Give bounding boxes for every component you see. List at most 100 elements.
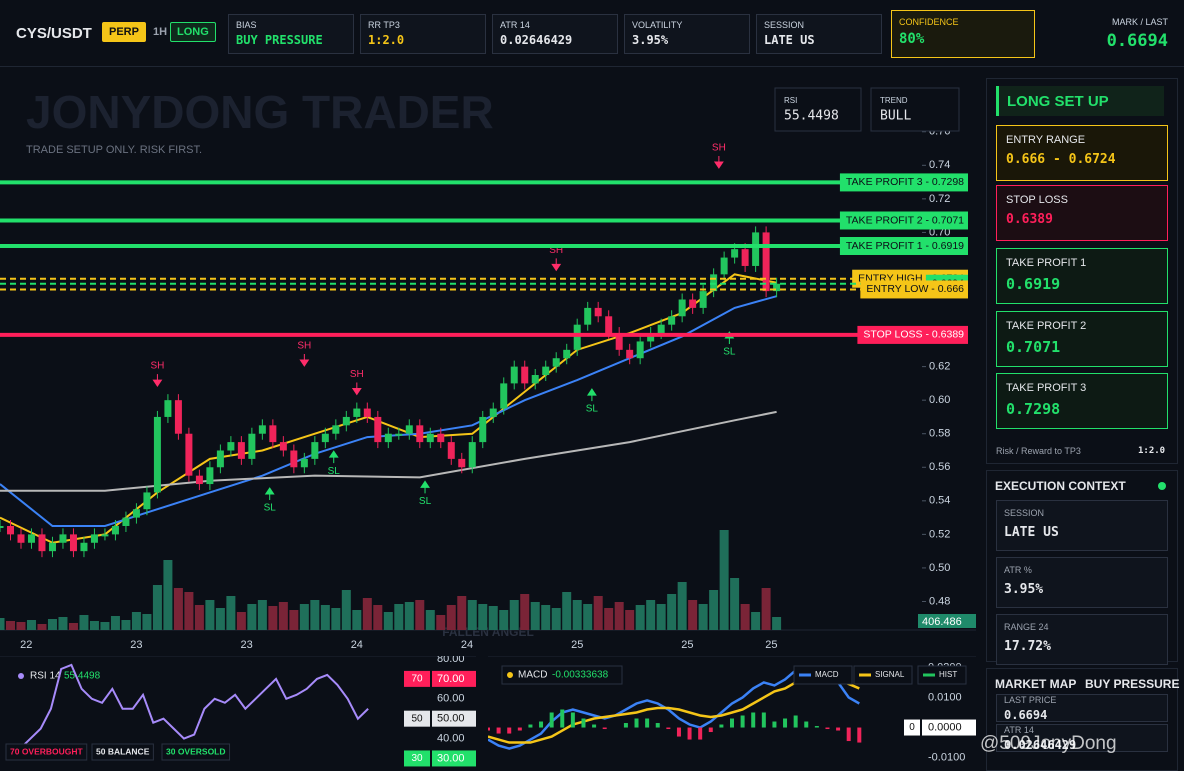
y-tick-label: 80.00 — [437, 656, 465, 665]
info-value: 55.4498 — [784, 109, 839, 124]
candle — [300, 458, 308, 468]
hist-bar — [539, 721, 544, 728]
marker-label: SL — [264, 503, 277, 514]
map-state: BUY PRESSURE — [1085, 677, 1180, 691]
volume-bar — [436, 615, 446, 630]
hist-bar — [496, 727, 501, 734]
volume-bar — [226, 596, 236, 630]
y-tick-label: 0.74 — [929, 159, 950, 171]
volume-bar — [131, 612, 141, 630]
volume-badge — [918, 614, 976, 628]
candle — [626, 349, 634, 359]
setup-panel — [986, 78, 1178, 464]
candle — [101, 534, 109, 537]
hist-bar — [623, 723, 628, 728]
volume-bar — [709, 590, 719, 630]
legend-item: 30 OVERSOLD — [166, 746, 226, 756]
candle — [59, 534, 67, 543]
hist-bar — [517, 727, 522, 731]
stat-box — [228, 14, 354, 54]
status-dot — [1158, 482, 1166, 490]
context-box — [996, 557, 1168, 608]
level-label: TAKE PROFIT 3 - 0.7298 — [846, 176, 964, 188]
volume-bar — [26, 620, 36, 630]
volume-bar — [425, 610, 435, 630]
info-label: TREND — [880, 96, 908, 105]
hist-bar — [570, 712, 575, 728]
map-title: MARKET MAP — [995, 677, 1077, 691]
hist-bar — [761, 712, 766, 728]
volume-bar — [89, 621, 99, 630]
rsi-chart: 80.00 70 70.00 60.00 50 50.00 40.00 30 30.00 RSI … — [0, 656, 476, 767]
volume-bar — [47, 619, 57, 630]
level-badge — [860, 280, 968, 299]
hist-bar — [730, 718, 734, 728]
level-label: ENTRY LOW - 0.666 — [866, 283, 964, 295]
y-tick-label: 0.54 — [929, 495, 950, 507]
candle — [90, 534, 98, 543]
hist-bar — [488, 727, 490, 731]
card-label: TAKE PROFIT 3 — [1006, 382, 1087, 394]
hist-bar — [560, 709, 565, 728]
candle — [489, 408, 497, 417]
volume-bar — [37, 624, 47, 630]
hist-bar — [655, 723, 660, 728]
marker-label: SH — [712, 143, 726, 154]
volume-bar — [719, 530, 729, 630]
volume-bar — [761, 588, 771, 630]
candle — [668, 316, 676, 325]
hist-bar — [698, 727, 703, 740]
stat-value: 0.02646429 — [500, 33, 573, 47]
y-tick-label: 0.72 — [929, 193, 950, 205]
title-box — [501, 665, 623, 685]
legend-box — [853, 665, 913, 685]
hist-bar — [602, 727, 607, 730]
volume-bar — [551, 608, 561, 630]
mark-value: 0.6694 — [1106, 31, 1168, 51]
candle — [321, 433, 329, 443]
y-tick-label: 0.60 — [929, 394, 950, 406]
volume-bar — [698, 604, 708, 630]
candle — [122, 517, 130, 526]
volume-bar — [268, 606, 278, 630]
candle — [111, 525, 119, 535]
marker-arrow — [713, 156, 724, 169]
y-tick-label: 60.00 — [437, 693, 465, 705]
candle — [248, 433, 256, 459]
stat-label: CONFIDENCE — [899, 17, 959, 27]
hist-bar — [687, 727, 692, 740]
volume-bar — [604, 608, 614, 630]
volume-bar — [5, 621, 15, 630]
level-badge-text: 30 — [411, 753, 423, 764]
volume-bar — [740, 604, 750, 630]
rr-label: Risk / Reward to TP3 — [996, 446, 1081, 456]
level-badge-text: 50 — [411, 713, 423, 724]
rsi-line — [9, 663, 369, 760]
candle — [594, 307, 602, 317]
context-box — [996, 614, 1168, 665]
candle — [752, 232, 760, 266]
x-tick-label: 23 — [130, 639, 142, 651]
candle — [132, 509, 140, 518]
candle — [521, 366, 529, 384]
stat-box — [624, 14, 750, 54]
candle — [678, 299, 686, 317]
volume-bar — [467, 600, 477, 630]
volume-bar — [593, 596, 603, 630]
candle — [143, 492, 151, 510]
hist-bar — [772, 721, 777, 728]
volume-bar — [583, 604, 593, 630]
candle — [164, 400, 172, 417]
annotation: FALLEN ANGEL — [442, 625, 534, 639]
candle — [689, 299, 697, 308]
candle — [531, 375, 539, 384]
candle — [80, 542, 88, 552]
volume-label: 406.486 — [922, 616, 962, 628]
candle — [710, 274, 718, 292]
marker-arrow — [299, 353, 310, 367]
candle — [38, 534, 46, 552]
volume-bar — [100, 622, 110, 630]
volume-bar — [656, 604, 666, 630]
x-tick-label: 24 — [351, 639, 363, 651]
